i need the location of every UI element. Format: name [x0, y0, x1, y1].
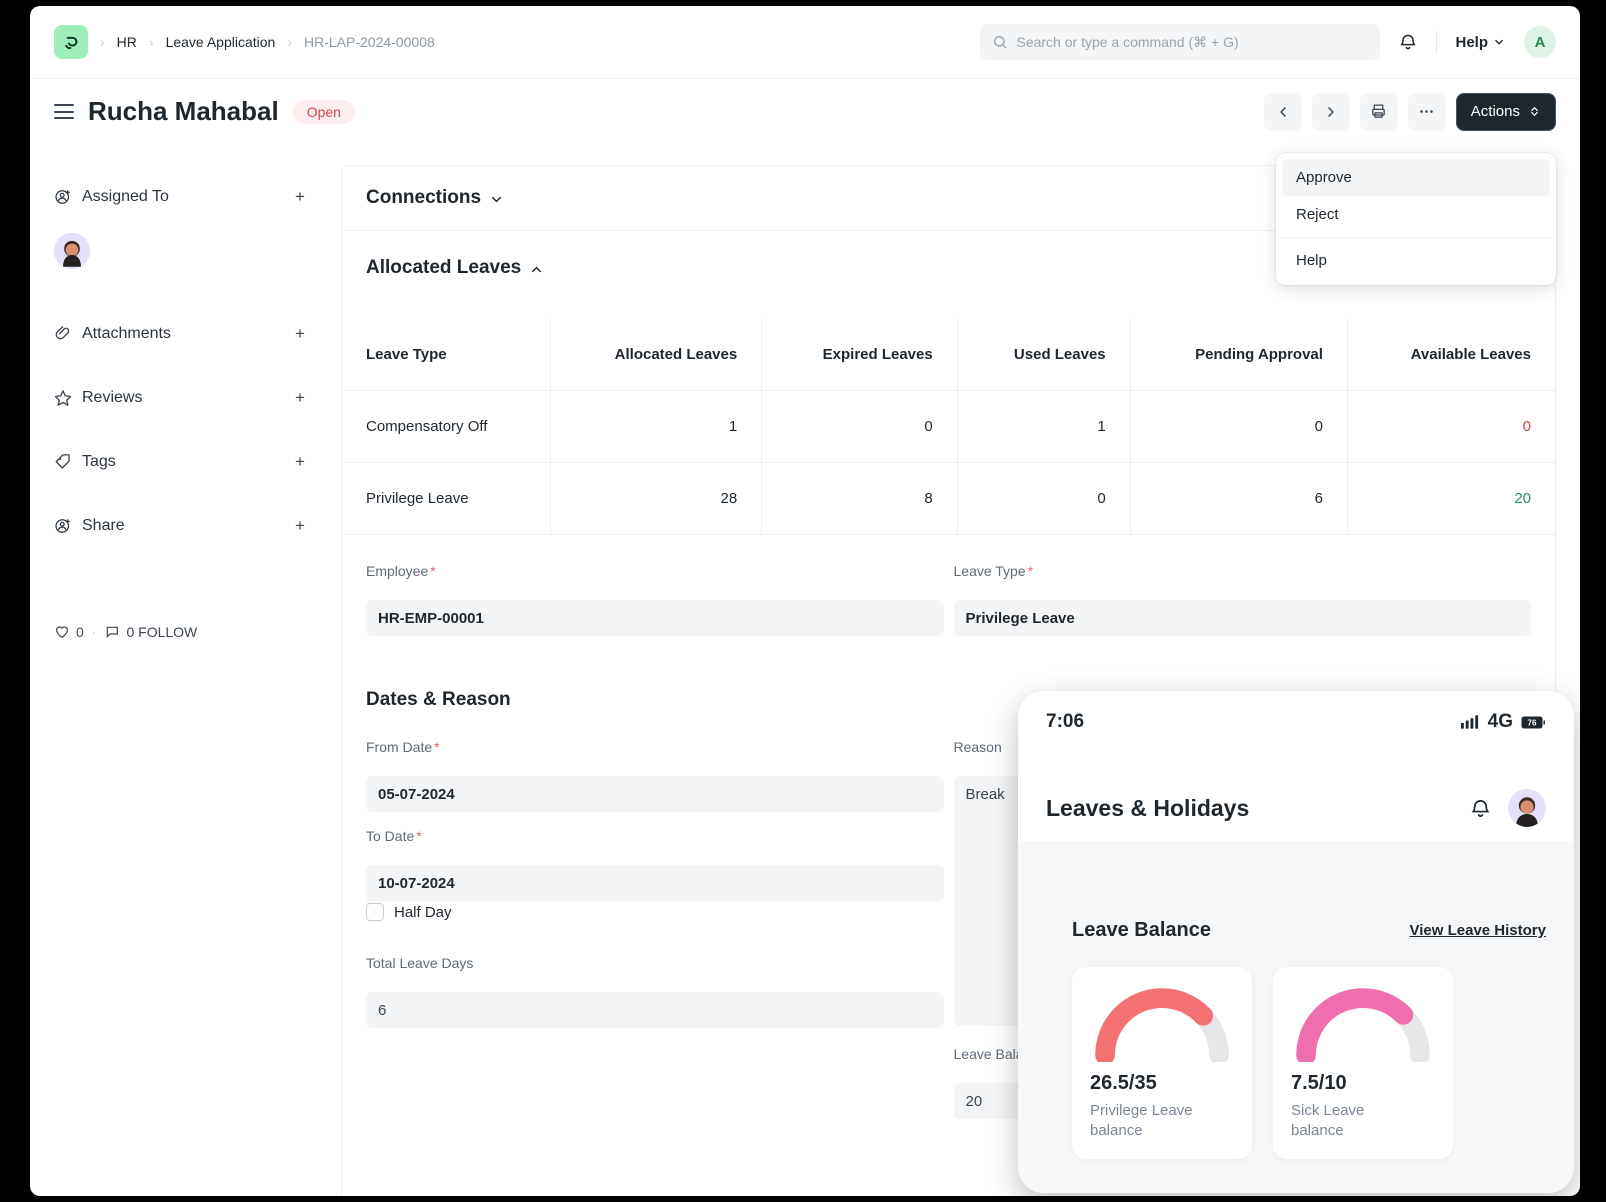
svg-text:76: 76	[1528, 718, 1537, 727]
